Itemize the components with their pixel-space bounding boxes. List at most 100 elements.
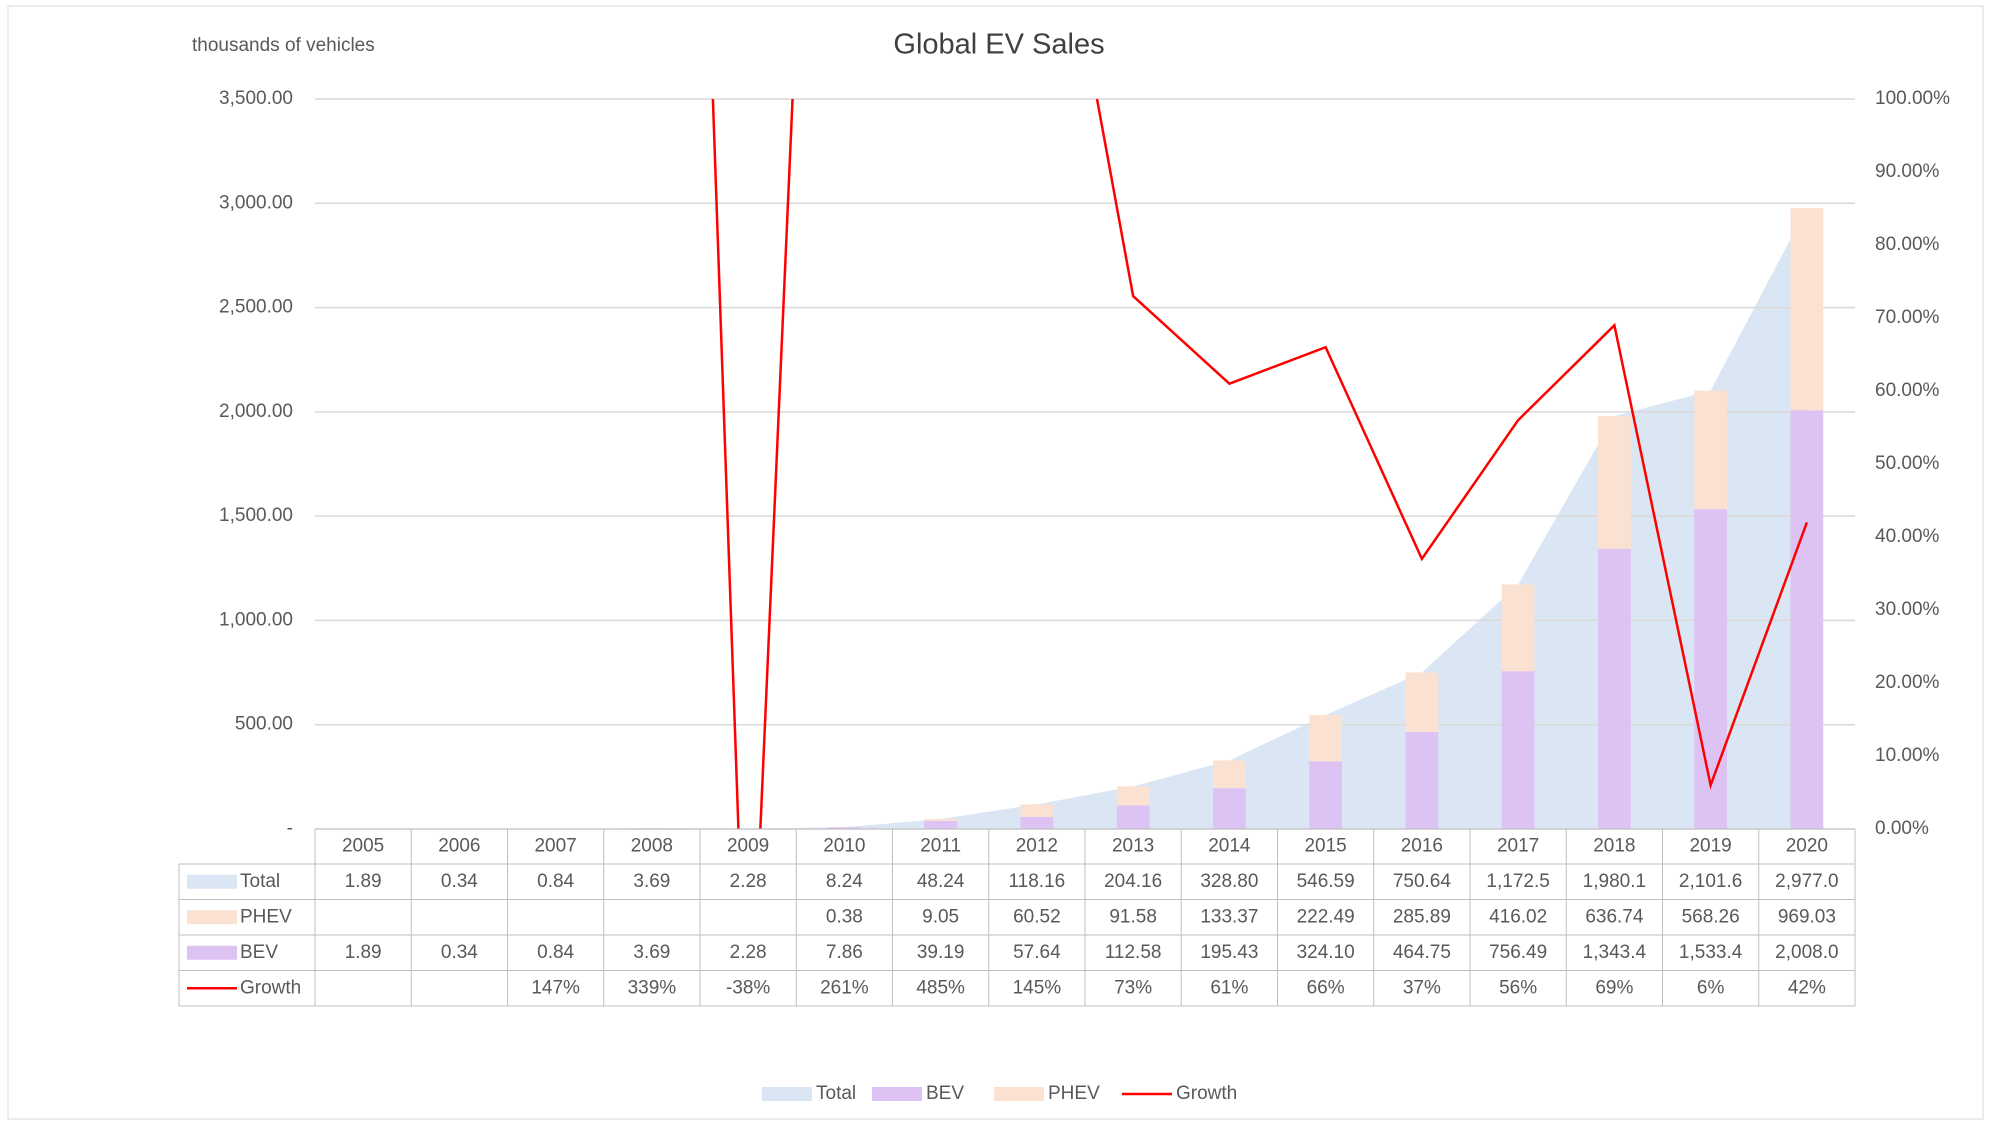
table-cell: 0.84 [537, 871, 574, 892]
table-cell: 0.34 [441, 942, 478, 963]
x-tick-label: 2019 [1689, 836, 1731, 857]
y2-tick-label: 70.00% [1875, 307, 1940, 328]
bar [1020, 804, 1054, 817]
x-tick-label: 2010 [823, 836, 865, 857]
x-tick-label: 2018 [1593, 836, 1635, 857]
y-tick-label: 1,500.00 [219, 505, 293, 526]
table-cell: 2.28 [730, 871, 767, 892]
x-tick-label: 2016 [1401, 836, 1443, 857]
table-cell: 9.05 [922, 906, 959, 927]
table-cell: 1,172.5 [1486, 871, 1549, 892]
table-cell: 285.89 [1393, 906, 1451, 927]
table-cell: 416.02 [1489, 906, 1547, 927]
table-cell: 339% [628, 977, 677, 998]
y-tick-label: - [287, 818, 293, 839]
legend-label: PHEV [1048, 1083, 1100, 1104]
y2-tick-label: 40.00% [1875, 526, 1940, 547]
y2-tick-label: 90.00% [1875, 161, 1940, 182]
table-row-label: PHEV [240, 906, 292, 927]
table-cell: 147% [531, 977, 580, 998]
bar [1405, 732, 1439, 829]
y2-tick-label: 10.00% [1875, 745, 1940, 766]
legend-label: Total [816, 1083, 856, 1104]
table-cell: 568.26 [1682, 906, 1740, 927]
table-cell: 324.10 [1297, 942, 1355, 963]
bar [1309, 761, 1342, 829]
x-tick-label: 2020 [1786, 836, 1828, 857]
bar [1116, 805, 1150, 829]
y2-tick-label: 60.00% [1875, 380, 1940, 401]
table-cell: 750.64 [1393, 871, 1452, 892]
x-tick-label: 2008 [631, 836, 673, 857]
table-cell: 1,343.4 [1583, 942, 1647, 963]
x-tick-label: 2007 [534, 836, 576, 857]
table-cell: 195.43 [1200, 942, 1258, 963]
bar [1694, 509, 1727, 829]
y2-tick-label: 50.00% [1875, 453, 1940, 474]
table-cell: 546.59 [1297, 871, 1355, 892]
x-tick-label: 2012 [1016, 836, 1058, 857]
y-tick-label: 1,000.00 [219, 609, 293, 630]
table-cell: 0.84 [537, 942, 574, 963]
line [711, 99, 1809, 829]
table-cell: 1.89 [345, 871, 382, 892]
bar [1213, 788, 1246, 829]
table-cell: 0.34 [441, 871, 478, 892]
legend-key [872, 1087, 922, 1101]
bar [1309, 714, 1342, 762]
table-cell: 204.16 [1104, 871, 1162, 892]
table-cell: -38% [726, 977, 770, 998]
table-cell: 145% [1013, 977, 1062, 998]
table-cell: 222.49 [1297, 906, 1355, 927]
y-tick-label: 3,500.00 [219, 88, 293, 109]
legend-key [187, 910, 237, 925]
table-cell: 39.19 [917, 942, 965, 963]
bar [1598, 415, 1631, 549]
area [363, 208, 1807, 829]
bar [1213, 760, 1246, 789]
table-cell: 112.58 [1105, 942, 1162, 963]
x-tick-label: 2013 [1112, 836, 1154, 857]
y-tick-label: 2,500.00 [219, 297, 293, 318]
table-cell: 7.86 [826, 942, 863, 963]
bar [828, 827, 861, 829]
table-cell: 57.64 [1013, 942, 1061, 963]
chart-title: Global EV Sales [893, 29, 1104, 61]
x-tick-label: 2006 [438, 836, 480, 857]
table-cell: 0.38 [826, 906, 863, 927]
table-cell: 1,980.1 [1583, 871, 1646, 892]
table-cell: 48.24 [917, 871, 965, 892]
x-tick-label: 2011 [920, 836, 961, 857]
y2-tick-label: 0.00% [1875, 818, 1929, 839]
table-cell: 133.37 [1200, 906, 1258, 927]
legend-label: BEV [926, 1083, 964, 1104]
y2-tick-label: 30.00% [1875, 599, 1940, 620]
table-cell: 1.89 [345, 942, 382, 963]
table-cell: 2,101.6 [1679, 871, 1742, 892]
table-cell: 37% [1403, 977, 1441, 998]
table-cell: 756.49 [1489, 942, 1547, 963]
bar [1501, 584, 1535, 672]
table-cell: 56% [1499, 977, 1537, 998]
table-cell: 42% [1788, 977, 1826, 998]
bar [1501, 671, 1535, 829]
table-cell: 61% [1210, 977, 1248, 998]
bar [1405, 672, 1439, 733]
bar [1116, 786, 1150, 806]
table-cell: 636.74 [1585, 906, 1644, 927]
legend-key [187, 874, 237, 889]
legend-key [762, 1087, 812, 1101]
y2-tick-label: 80.00% [1875, 234, 1940, 255]
table-cell: 91.58 [1109, 906, 1157, 927]
legend-key [187, 945, 237, 960]
y-tick-label: 2,000.00 [219, 401, 293, 422]
bar [1790, 410, 1824, 829]
y-tick-label: 500.00 [235, 714, 293, 735]
table-cell: 261% [820, 977, 869, 998]
table-cell: 328.80 [1200, 871, 1258, 892]
table-row-label: BEV [240, 942, 278, 963]
table-cell: 66% [1307, 977, 1345, 998]
table-cell: 485% [916, 977, 965, 998]
